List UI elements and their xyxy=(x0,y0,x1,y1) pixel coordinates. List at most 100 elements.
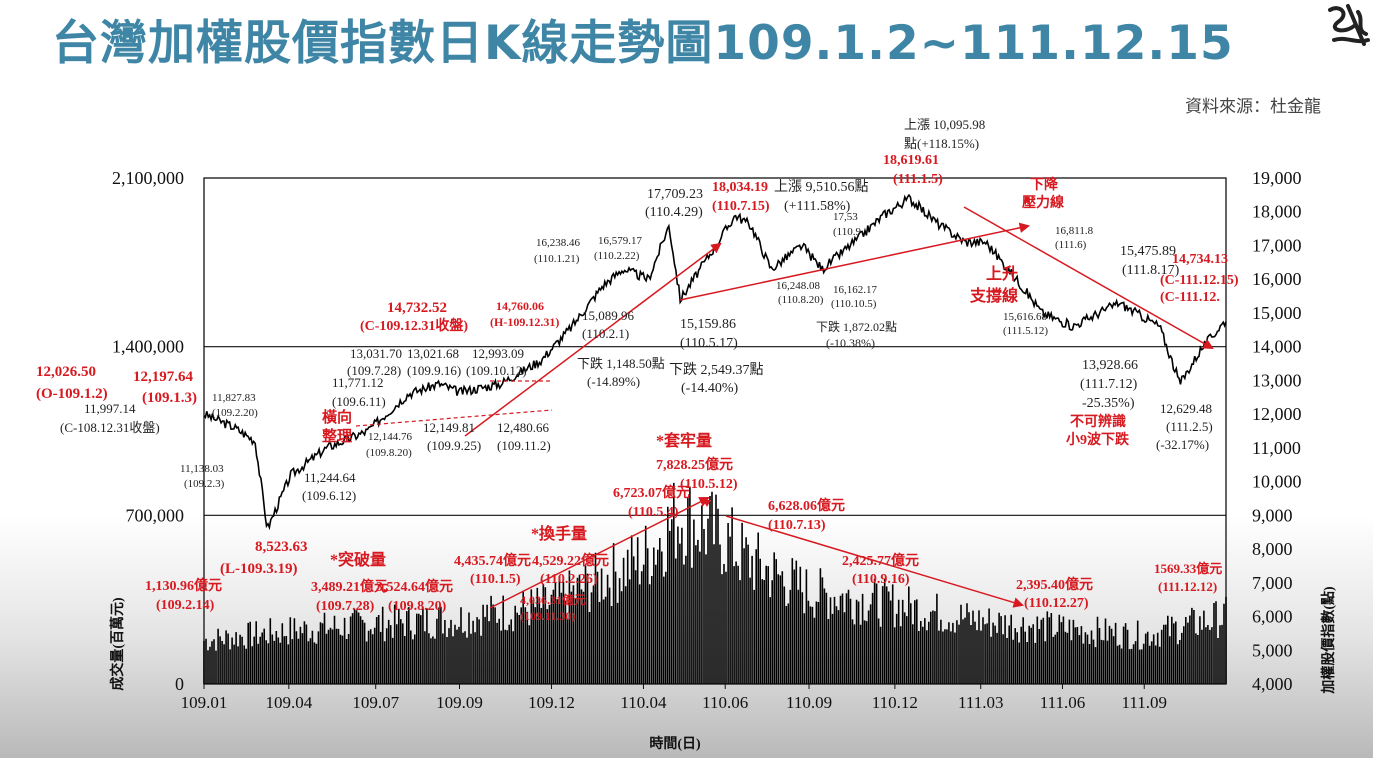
right-tick-label: 15,000 xyxy=(1252,303,1302,323)
resistance-line-arrow xyxy=(963,206,1214,350)
annotation-label: (-14.40%) xyxy=(681,381,738,396)
source-note: 資料來源：杜金龍 xyxy=(1185,97,1321,117)
annotation-label: 小9波下跌 xyxy=(1066,431,1130,448)
right-tick-label: 14,000 xyxy=(1252,337,1302,357)
annotation-label: (110.4.29) xyxy=(645,205,703,220)
right-tick-label: 4,000 xyxy=(1252,674,1293,694)
annotation-label: 1569.33億元 xyxy=(1154,561,1222,576)
right-tick-label: 12,000 xyxy=(1252,404,1302,424)
annotation-label: (-10.38%) xyxy=(826,336,875,350)
annotation-label: 17,53 xyxy=(833,211,858,223)
annotation-label: 點(+118.15%) xyxy=(904,136,979,151)
right-tick-label: 5,000 xyxy=(1252,640,1293,660)
annotation-label: (110.2.1) xyxy=(582,326,629,341)
annotation-label: (109.2.3) xyxy=(184,478,225,490)
annotation-label: 下跌 2,549.37點 xyxy=(669,362,764,378)
annotation-label: 17,709.23 xyxy=(647,187,703,202)
annotation-label: 7,828.25億元 xyxy=(656,456,733,473)
annotation-label: (C-111.12. xyxy=(1160,290,1220,305)
annotation-label: 16,248.08 xyxy=(776,280,821,292)
annotation-label: 上漲 10,095.98 xyxy=(904,117,985,132)
x-tick-label: 110.09 xyxy=(786,693,832,712)
annotation-label: 11,244.64 xyxy=(304,470,356,485)
annotation-label: (+111.58%) xyxy=(784,199,851,214)
annotation-label: 15,159.86 xyxy=(680,317,736,332)
annotation-label: 11,997.14 xyxy=(84,401,136,416)
annotation-label: 16,238.46 xyxy=(536,237,581,249)
annotation-label: (110.2.26) xyxy=(540,572,598,587)
annotation-label: 12,149.81 xyxy=(423,420,475,435)
annotation-label: *突破量 xyxy=(330,550,386,569)
annotation-label: 15,475.89 xyxy=(1120,244,1176,259)
x-tick-label: 110.04 xyxy=(620,693,667,712)
annotation-label: 14,760.06 xyxy=(496,299,544,313)
annotation-label: 11,827.83 xyxy=(212,392,256,404)
x-tick-label: 110.06 xyxy=(702,693,748,712)
x-tick-label: 111.06 xyxy=(1040,693,1086,712)
left-tick-label: 0 xyxy=(175,674,184,694)
annotation-label: 4,435.74億元 xyxy=(454,552,531,569)
volume-arrow-down xyxy=(725,515,1025,608)
annotation-label: (110.12.27) xyxy=(1024,596,1089,611)
annotation-label: (109.11.2) xyxy=(497,438,551,453)
annotation-label: (109.7.28) xyxy=(347,363,401,378)
annotation-label: (109.10.12) xyxy=(466,363,527,378)
right-tick-label: 13,000 xyxy=(1252,370,1302,390)
annotation-label: 上升 xyxy=(986,265,1018,283)
annotation-label: 15,089.96 xyxy=(582,308,635,323)
left-tick-label: 1,400,000 xyxy=(112,337,184,357)
right-tick-label: 9,000 xyxy=(1252,505,1293,525)
right-axis-label: 加權股價指數(點) xyxy=(1320,586,1337,695)
annotation-label: 12,197.64 xyxy=(133,369,194,385)
annotation-label: 18,619.61 xyxy=(883,153,939,168)
annotation-label: 11,138.03 xyxy=(180,463,224,475)
annotation-label: 下降 xyxy=(1030,176,1059,193)
annotation-label: 12,993.09 xyxy=(472,346,524,361)
left-axis-label: 成交量(百萬元) xyxy=(109,597,126,691)
annotation-label: 2,395.40億元 xyxy=(1016,576,1093,593)
annotation-label: 上漲 9,510.56點 xyxy=(774,179,869,195)
annotation-label: (110.7.15) xyxy=(712,199,770,214)
annotation-label: (110.5.12) xyxy=(680,477,738,492)
annotation-label: 4,036.31億元 xyxy=(520,592,586,607)
x-tick-label: 109.09 xyxy=(436,693,483,712)
annotation-label: 2,425.77億元 xyxy=(842,552,919,569)
annotation-label: (111.1.5) xyxy=(893,172,943,187)
annotation-label: (O-109.1.2) xyxy=(36,386,108,402)
annotation-label: (109.2.20) xyxy=(212,407,258,419)
annotation-label: 16,811.8 xyxy=(1055,225,1094,237)
annotation-label: (C-111.12.15) xyxy=(1160,273,1239,288)
annotation-label: (109.6.11) xyxy=(332,394,386,409)
annotation-label: *換手量 xyxy=(531,524,587,543)
annotation-label: 壓力線 xyxy=(1022,194,1064,211)
x-tick-label: 109.12 xyxy=(528,693,575,712)
annotation-label: (C-108.12.31收盤) xyxy=(60,420,160,435)
x-tick-label: 109.07 xyxy=(352,693,399,712)
annotation-label: (111.6) xyxy=(1055,239,1087,251)
annotation-label: (110.7.13) xyxy=(768,518,826,533)
annotation-label: 13,031.70 xyxy=(350,346,402,361)
annotation-label: 3,489.21億元 xyxy=(311,578,388,595)
volume-peak-marker xyxy=(703,500,711,507)
annotation-label: 橫向 xyxy=(322,408,352,426)
annotation-label: (110.1.5) xyxy=(470,572,521,587)
annotation-label: (109.11.30) xyxy=(520,609,575,623)
corner-logo xyxy=(1328,4,1370,46)
annotation-label: (111.12.12) xyxy=(1158,579,1217,594)
annotation-label: 6,723.07億元 xyxy=(613,484,690,501)
left-tick-label: 700,000 xyxy=(126,505,185,525)
annotation-label: (109.8.20) xyxy=(388,599,447,614)
annotation-label: 1,130.96億元 xyxy=(145,577,222,594)
annotation-label: (111.2.5) xyxy=(1166,419,1213,434)
annotation-label: 12,026.50 xyxy=(36,364,96,380)
annotation-label: (109.9.16) xyxy=(407,363,461,378)
annotation-label: (109.1.3) xyxy=(142,390,197,406)
support-line-arrow xyxy=(679,222,1031,301)
annotation-label: (110.9.16) xyxy=(852,572,910,587)
volume-arrow-up xyxy=(489,497,710,609)
annotation-label: 下跌 1,148.50點 xyxy=(577,356,665,371)
annotation-label: 13,928.66 xyxy=(1082,358,1138,373)
annotation-label: 4,529.22億元 xyxy=(532,552,609,569)
right-tick-label: 10,000 xyxy=(1252,472,1302,492)
annotation-label: 不可辨識 xyxy=(1070,413,1126,430)
